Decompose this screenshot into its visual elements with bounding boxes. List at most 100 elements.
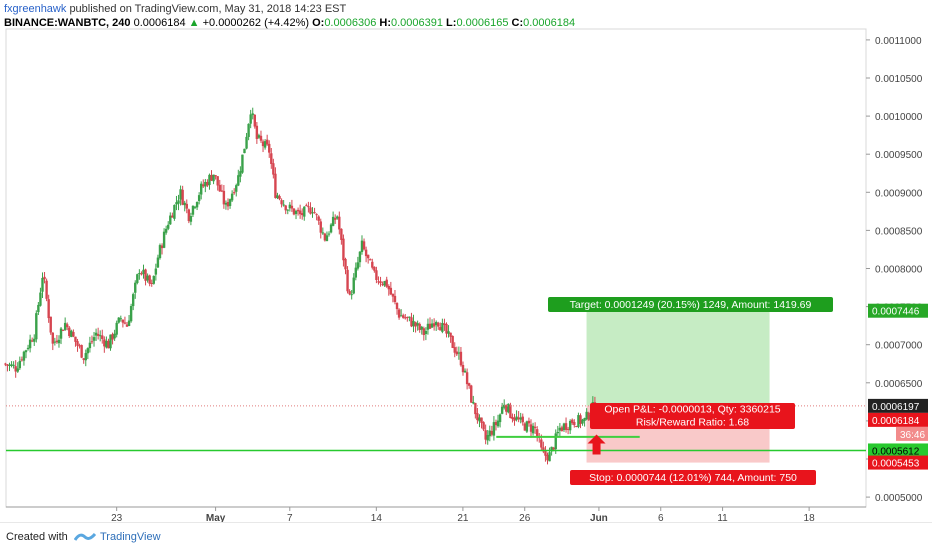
target-label-text: Target: 0.0001249 (20.15%) 1249, Amount:… (570, 299, 812, 311)
candle-up (556, 431, 560, 434)
candle-down (148, 275, 151, 284)
candle-up (119, 318, 123, 320)
candle-down (43, 276, 46, 280)
candle-up (156, 257, 160, 268)
pnl-label: Open P&L: -0.0000013, Qty: 3360215Risk/R… (590, 403, 795, 429)
candle-down (317, 216, 320, 221)
candle-down (521, 416, 524, 423)
candle-down (375, 270, 378, 280)
candle-up (70, 330, 73, 338)
candle-down (140, 273, 143, 275)
symbol-name[interactable]: BINANCE:WANBTC, 240 (4, 17, 131, 29)
candle-up (585, 411, 588, 420)
time-axis[interactable]: 23 May 7 14 21 26 Jun 6 11 18 (6, 506, 866, 522)
candle-down (494, 422, 498, 426)
candle-up (496, 420, 500, 427)
candle-up (16, 368, 19, 372)
candle-up (441, 322, 444, 332)
price-axis[interactable]: 0.0011000 0.0010500 0.0010000 0.0009500 0.00… (866, 36, 928, 504)
up-arrow-icon: ▲ (188, 17, 200, 29)
candle-up (583, 418, 586, 421)
candle-down (298, 210, 302, 215)
candle-down (449, 332, 452, 337)
candle-down (428, 323, 432, 329)
crosshair-price-label-bg (868, 398, 928, 413)
drawn-lines (6, 405, 866, 455)
candle-down (90, 341, 94, 343)
candle-down (20, 359, 24, 361)
candle-down (216, 176, 219, 186)
candle-up (235, 185, 238, 192)
candle-down (338, 216, 341, 230)
price-chart[interactable]: Target: 0.0001249 (20.15%) 1249, Amount:… (0, 0, 932, 522)
candle-down (445, 323, 448, 334)
time-tick-label: 21 (457, 513, 469, 522)
candle-up (228, 199, 232, 206)
tradingview-brand-link[interactable]: TradingView (100, 531, 161, 543)
candle-down (511, 416, 514, 420)
candle-up (488, 430, 491, 437)
candle-down (573, 421, 576, 426)
candle-up (84, 353, 87, 361)
candle-down (529, 424, 533, 432)
candle-down (571, 419, 574, 424)
candle-down (315, 214, 318, 216)
candle-down (333, 218, 337, 220)
price-change: +0.0000262 (+4.42%) (202, 17, 310, 29)
candle-up (550, 446, 553, 452)
author-link[interactable]: fxgreenhawk (4, 3, 67, 15)
candle-down (96, 334, 100, 336)
time-tick-label: 6 (658, 513, 664, 522)
candle-down (305, 205, 308, 207)
candle-up (146, 275, 149, 281)
open-value: 0.0006306 (324, 17, 377, 29)
price-tick-label: 0.0008000 (875, 264, 923, 275)
candle-down (253, 114, 256, 127)
candle-down (111, 334, 114, 340)
candle-down (255, 125, 259, 139)
candle-up (224, 202, 228, 205)
candle-down (309, 207, 312, 214)
candle-up (113, 333, 116, 339)
candle-down (406, 317, 409, 319)
candle-down (459, 351, 463, 366)
candle-down (348, 291, 351, 295)
candle-up (142, 269, 145, 275)
candle-down (51, 332, 54, 344)
candle-up (53, 341, 57, 343)
countdown-label: 36:46 (896, 426, 928, 441)
price-tick-label: 0.0010000 (875, 112, 923, 123)
target-price-label-bg (868, 303, 928, 318)
candle-up (416, 323, 419, 326)
candle-up (245, 136, 248, 149)
candle-up (191, 205, 195, 215)
candle-down (218, 184, 221, 192)
candle-down (121, 319, 125, 323)
candle-up (525, 421, 529, 432)
candle-up (200, 183, 203, 195)
candle-down (74, 336, 77, 342)
candle-up (434, 321, 438, 326)
candle-down (432, 323, 436, 327)
candle-down (185, 203, 188, 209)
candle-down (210, 175, 213, 181)
candle-up (35, 313, 38, 340)
candle-down (451, 336, 454, 348)
candle-up (105, 340, 108, 348)
chart-labels: Target: 0.0001249 (20.15%) 1249, Amount:… (548, 297, 833, 485)
last-price-label-text: 0.0006184 (872, 416, 920, 427)
candle-down (566, 428, 570, 430)
candle-up (486, 435, 489, 441)
countdown-label-bg (896, 426, 928, 441)
candle-up (426, 323, 430, 330)
price-tick-label: 0.0009500 (875, 150, 923, 161)
candle-up (173, 204, 176, 219)
candle-down (272, 163, 275, 175)
candle-up (117, 317, 120, 323)
candle-down (4, 363, 7, 365)
candle-down (55, 340, 59, 343)
candle-down (484, 430, 487, 440)
candle-up (63, 322, 67, 330)
candle-up (515, 416, 518, 420)
candle-up (282, 204, 285, 206)
